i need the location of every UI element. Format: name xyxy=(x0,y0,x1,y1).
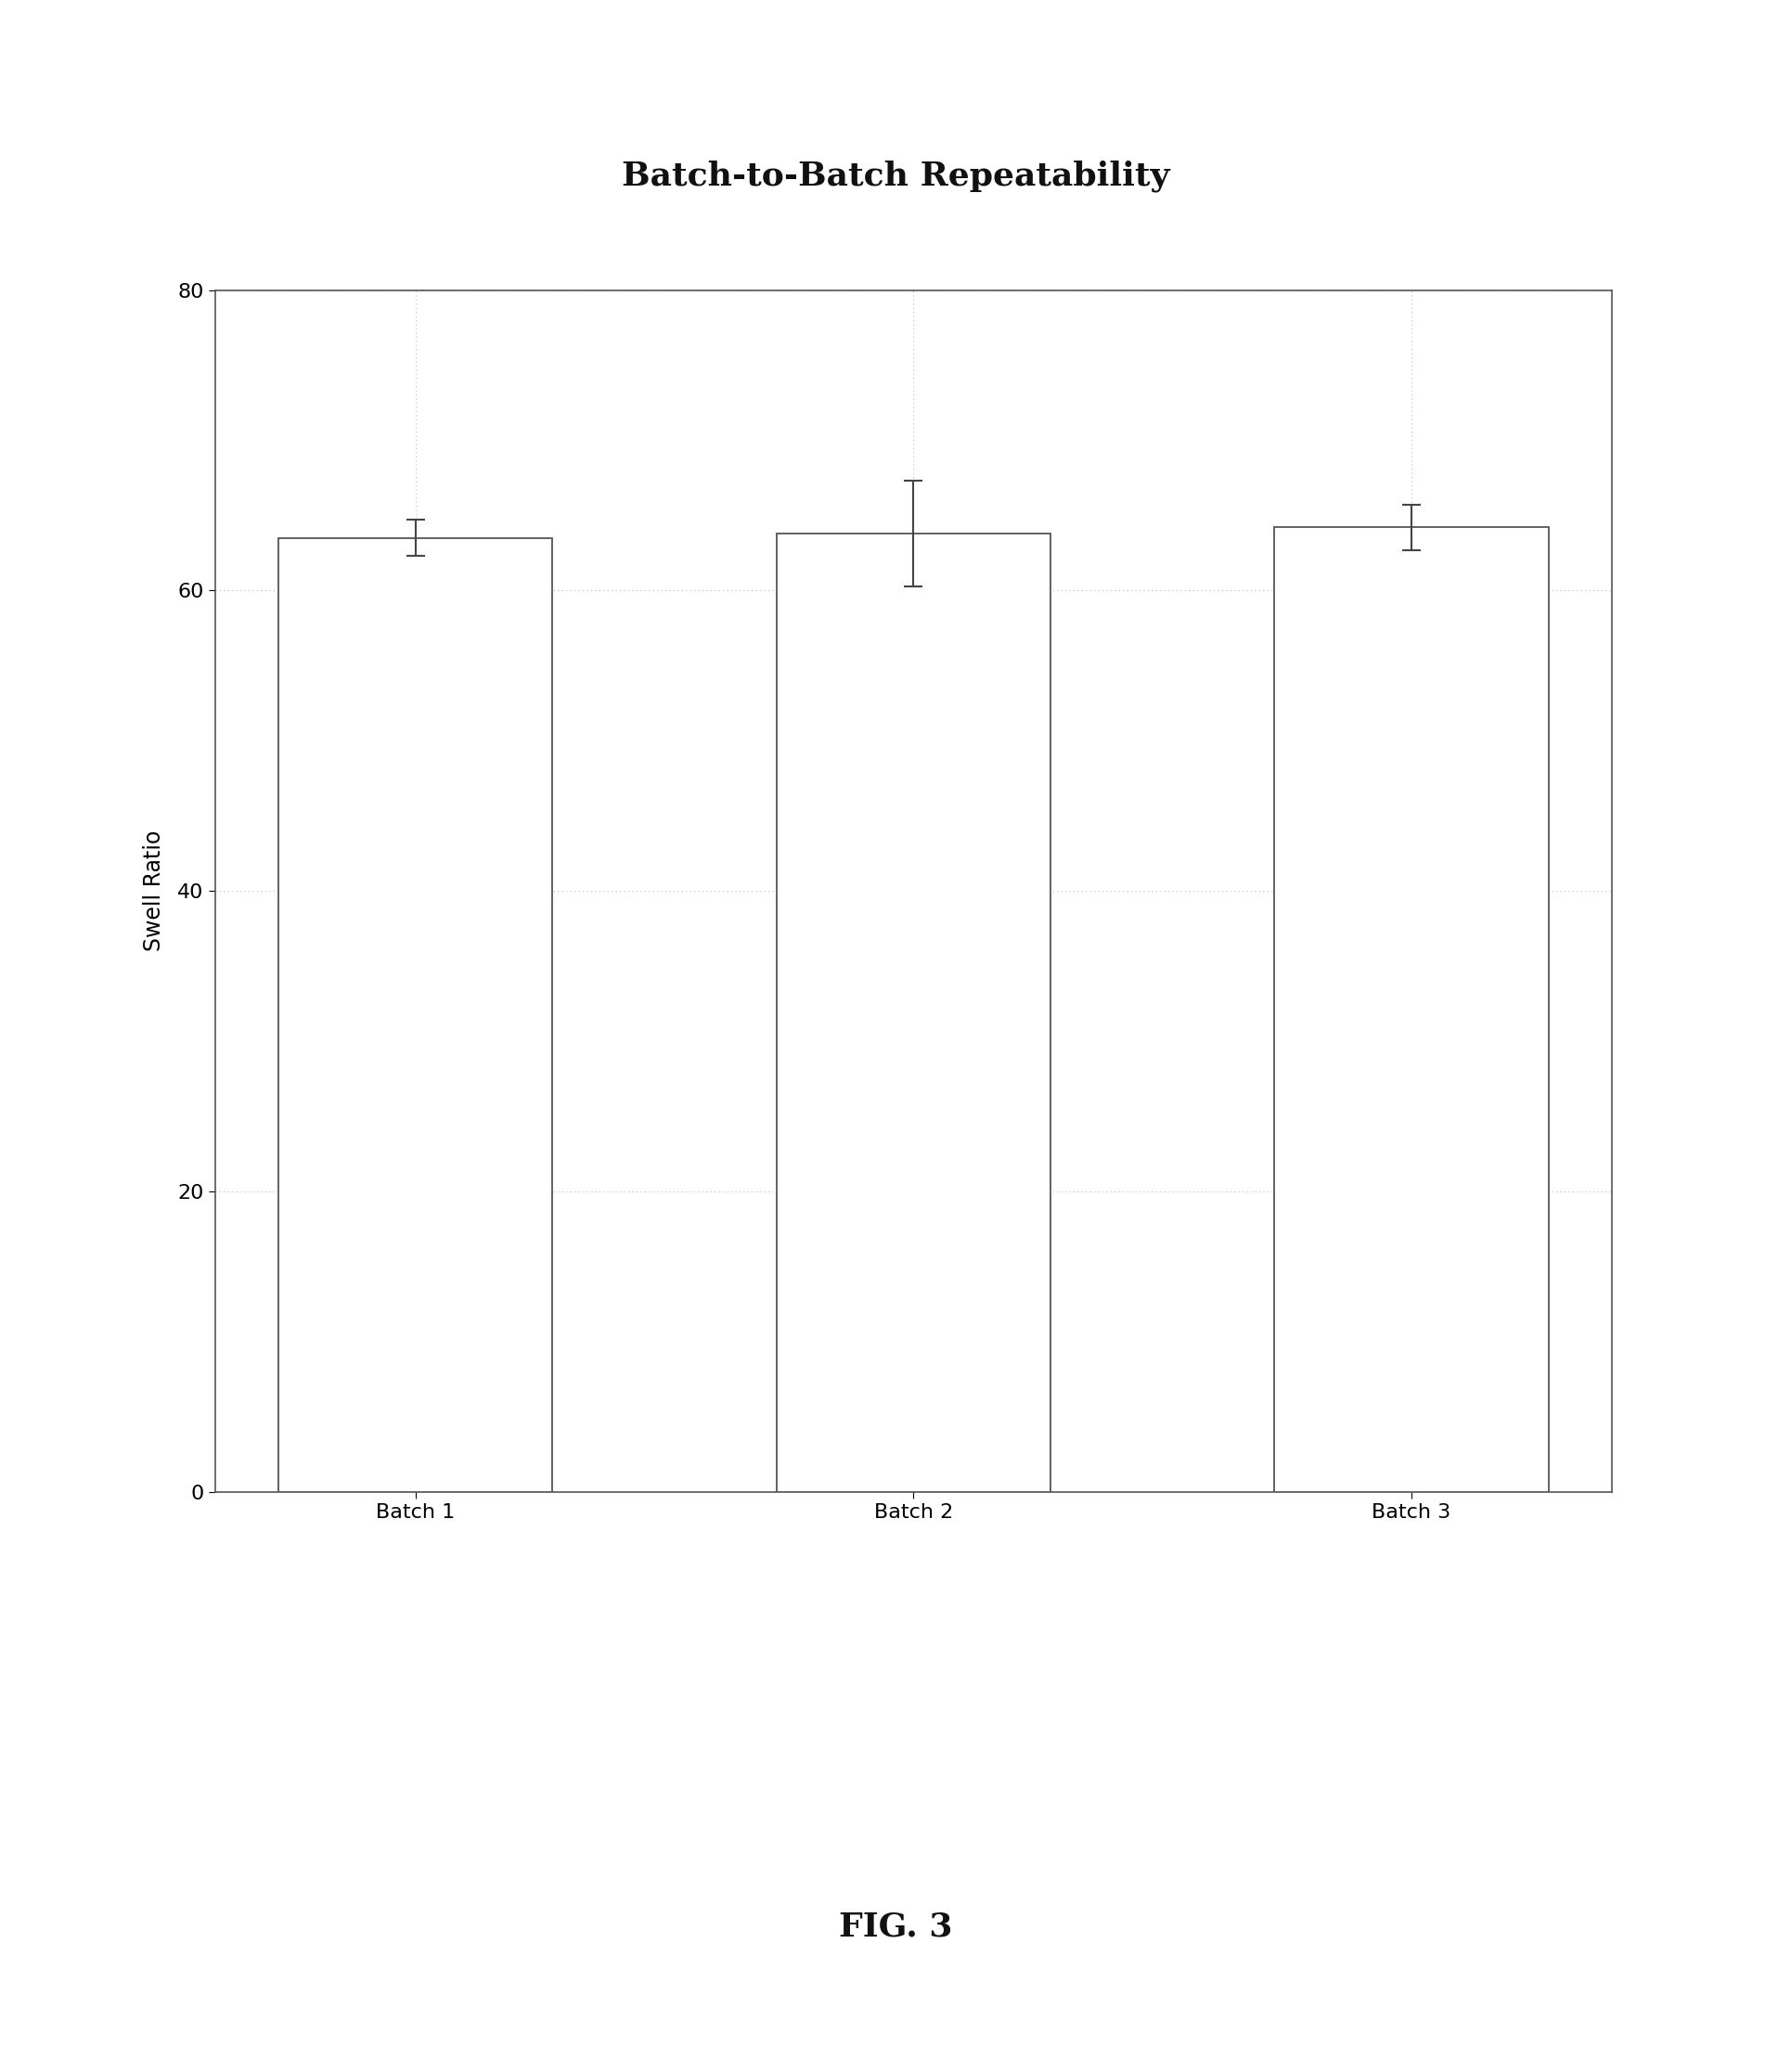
Bar xyxy=(278,539,552,1492)
Text: FIG. 3: FIG. 3 xyxy=(838,1910,953,1944)
Text: Batch-to-Batch Repeatability: Batch-to-Batch Repeatability xyxy=(621,160,1170,193)
Y-axis label: Swell Ratio: Swell Ratio xyxy=(143,831,165,951)
Bar xyxy=(1275,528,1549,1492)
Bar xyxy=(777,533,1050,1492)
